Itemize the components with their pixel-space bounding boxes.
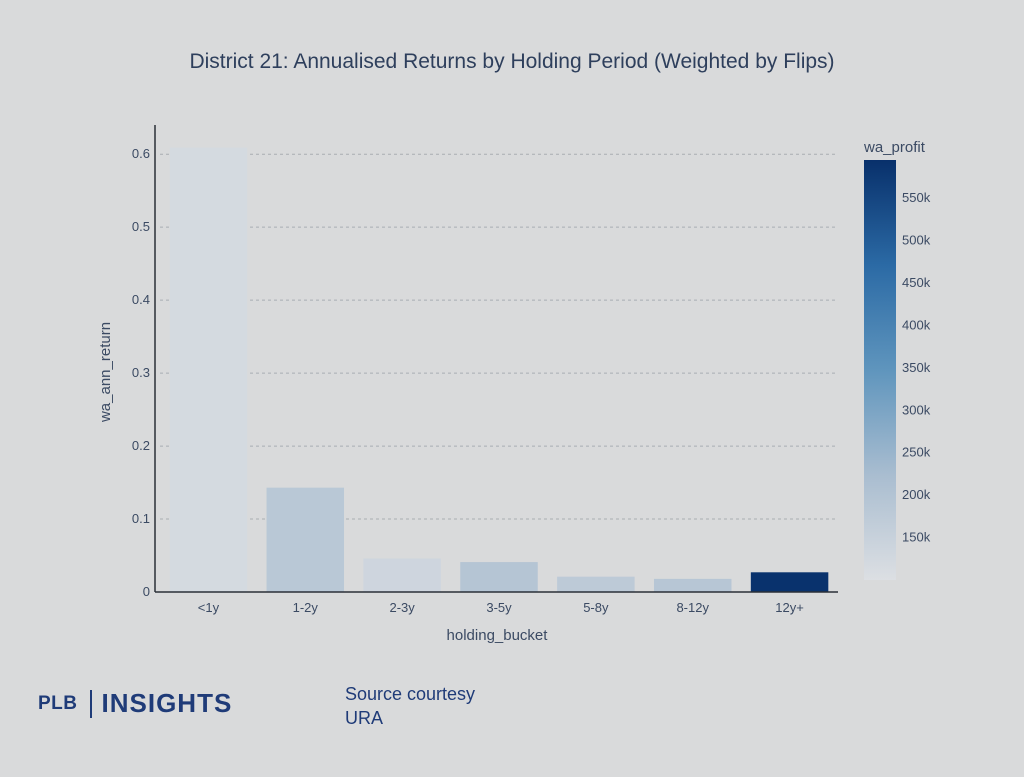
bar-3-5y[interactable] [460,562,538,592]
axes [154,125,838,593]
colorbar-tick-label: 150k [902,530,931,545]
x-tick-label: 2-3y [389,600,415,615]
x-tick-label: 1-2y [293,600,319,615]
y-tick-label: 0 [143,584,150,599]
bars [169,147,829,593]
y-tick-label: 0.4 [132,292,150,307]
colorbar-tick-labels: 150k 200k 250k 300k 350k 400k 450k 500k 550k [902,190,931,544]
colorbar [864,160,896,580]
source-line-1: Source courtesy [345,684,476,704]
x-tick-label: 12y+ [775,600,804,615]
bar-2-3y[interactable] [363,558,441,592]
y-tick-label: 0.1 [132,511,150,526]
bar-12y+[interactable] [750,572,829,592]
y-axis-title: wa_ann_return [97,322,114,423]
x-tick-label: <1y [198,600,220,615]
bar-5-8y[interactable] [557,576,635,592]
colorbar-tick-label: 550k [902,190,931,205]
plb-insights-logo: PLB INSIGHTS [38,688,232,719]
colorbar-tick-label: 300k [902,402,931,417]
colorbar-tick-label: 350k [902,360,931,375]
colorbar-title: wa_profit [863,139,926,156]
chart-title: District 21: Annualised Returns by Holdi… [189,50,834,73]
y-tick-label: 0.6 [132,146,150,161]
y-tick-labels: 0 0.1 0.2 0.3 0.4 0.5 0.6 [132,146,150,599]
y-tick-label: 0.2 [132,438,150,453]
grid-lines [160,153,838,520]
colorbar-tick-label: 400k [902,317,931,332]
x-tick-labels: <1y 1-2y 2-3y 3-5y 5-8y 8-12y 12y+ [198,600,804,615]
logo-insights-text: INSIGHTS [101,688,233,718]
colorbar-tick-label: 250k [902,445,931,460]
bar-1-2y[interactable] [266,487,345,592]
bar-8-12y[interactable] [653,578,732,592]
source-line-2: URA [345,708,384,728]
x-tick-label: 8-12y [676,600,709,615]
x-tick-label: 3-5y [486,600,512,615]
x-axis-title: holding_bucket [447,627,549,644]
bar-<1y[interactable] [169,147,248,593]
source-note: Source courtesy URA [345,682,475,730]
logo-divider [89,689,92,718]
colorbar-tick-label: 200k [902,487,931,502]
x-tick-label: 5-8y [583,600,609,615]
y-tick-label: 0.5 [132,219,150,234]
colorbar-tick-label: 500k [902,233,931,248]
y-tick-label: 0.3 [132,365,150,380]
logo-plb-text: PLB [38,692,78,714]
colorbar-tick-label: 450k [902,275,931,290]
